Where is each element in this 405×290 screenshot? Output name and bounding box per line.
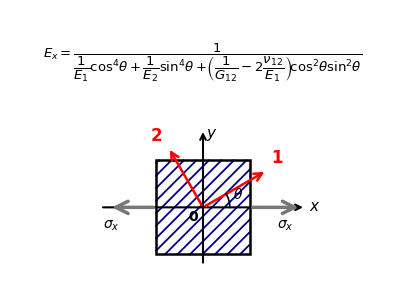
Text: $\mathbf{1}$: $\mathbf{1}$	[271, 149, 283, 167]
Bar	[156, 160, 249, 254]
Text: $y$: $y$	[205, 127, 217, 143]
Text: $\mathbf{0}$: $\mathbf{0}$	[188, 210, 199, 224]
Bar	[156, 160, 249, 254]
Text: $x$: $x$	[309, 199, 320, 214]
Text: $\sigma_x$: $\sigma_x$	[103, 219, 119, 233]
Text: $\theta$: $\theta$	[233, 187, 243, 202]
Text: $\sigma_x$: $\sigma_x$	[277, 219, 293, 233]
Text: $\mathbf{2}$: $\mathbf{2}$	[149, 127, 161, 145]
Text: $E_x = \dfrac{1}{\dfrac{1}{E_1}\cos^4\!\theta + \dfrac{1}{E_2}\sin^4\!\theta+ \!: $E_x = \dfrac{1}{\dfrac{1}{E_1}\cos^4\!\…	[43, 41, 362, 84]
